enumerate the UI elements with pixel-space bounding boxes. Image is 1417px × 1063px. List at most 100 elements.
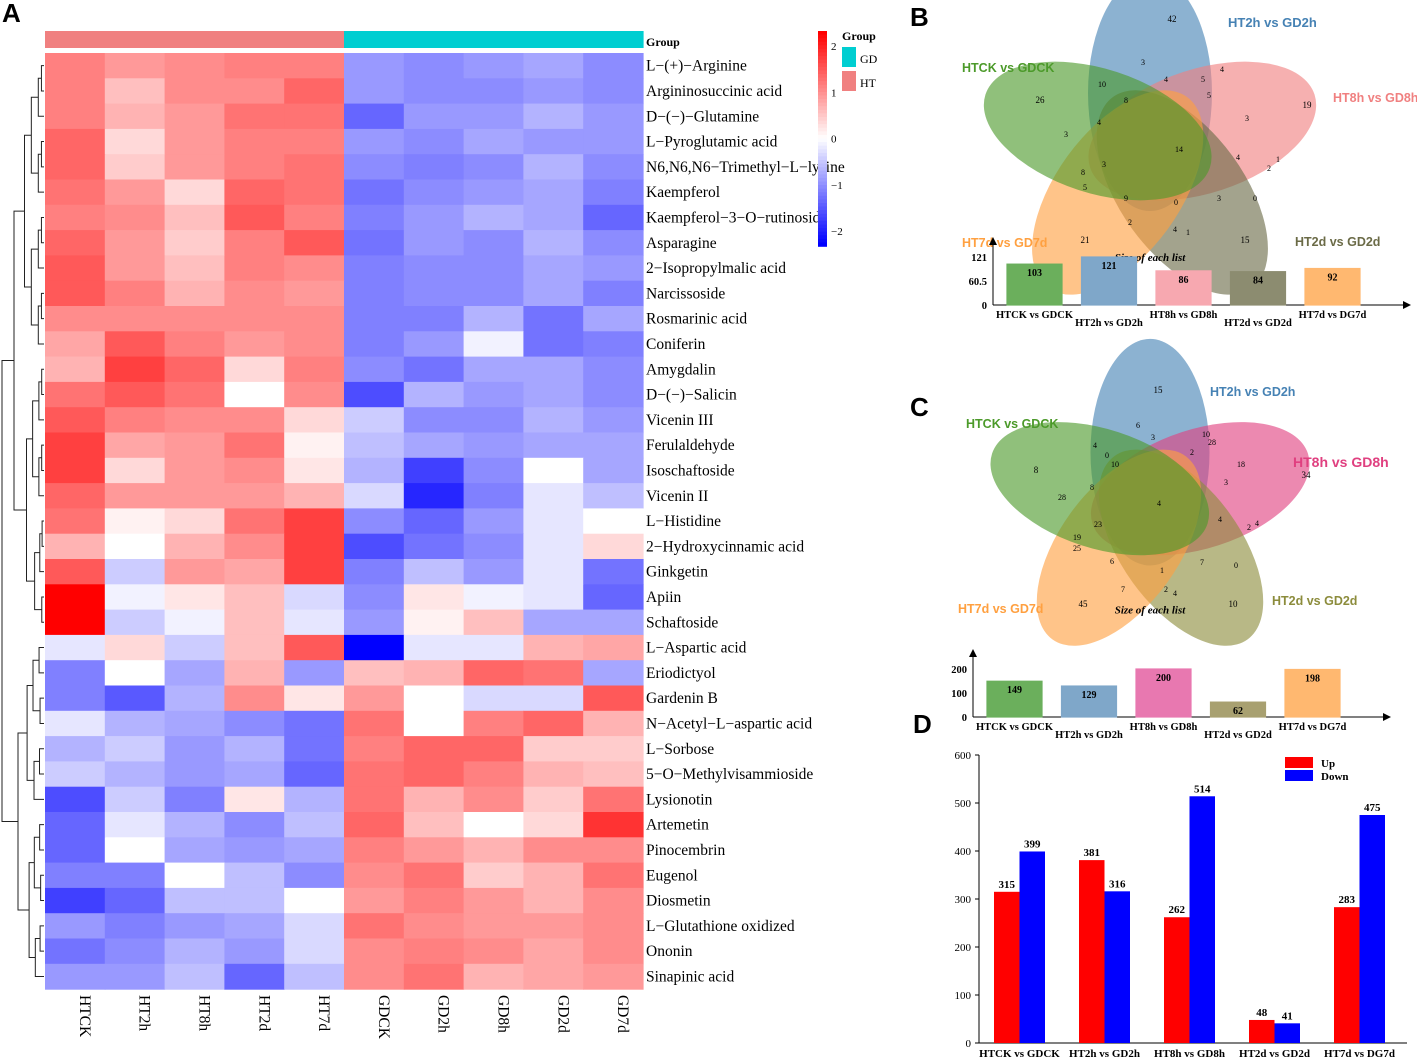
row-label: L−(+)−Arginine (646, 58, 747, 75)
row-label: Isoschaftoside (646, 462, 735, 479)
row-label: 5−O−Methylvisammioside (646, 766, 813, 783)
heatmap-cell (45, 862, 106, 889)
heatmap-cell (284, 508, 345, 535)
heatmap-cell (344, 331, 405, 358)
venn-intersection-count: 5 (1083, 183, 1087, 192)
heatmap-cell (224, 53, 285, 79)
color-scale-step (818, 210, 827, 215)
venn-intersection-count: 3 (1102, 160, 1106, 169)
row-label: Apiin (646, 589, 682, 606)
venn-unique-count: 8 (1034, 465, 1039, 475)
heatmap-cell (104, 230, 166, 256)
group-bar-segment-ht (284, 31, 345, 48)
venn-intersection-count: 4 (1093, 441, 1097, 450)
color-scale-step (818, 74, 827, 79)
heatmap-cell (45, 508, 106, 535)
heatmap-cell (523, 179, 584, 206)
column-label: HTCK (76, 995, 93, 1038)
venn-intersection-count: 4 (1164, 75, 1168, 84)
heatmap-cell (45, 533, 106, 560)
venn-bar (1080, 256, 1138, 306)
color-scale-step (818, 59, 827, 65)
heatmap-cell (284, 432, 345, 459)
heatmap-cell (344, 736, 405, 762)
heatmap-cell (284, 533, 345, 560)
heatmap-cell (523, 407, 584, 434)
dendrogram-branch (34, 552, 42, 611)
row-label: Eugenol (646, 867, 698, 884)
heatmap-cell (344, 963, 405, 990)
heatmap-cell (344, 407, 405, 434)
color-scale-step (818, 152, 827, 158)
heatmap-cell (104, 78, 166, 105)
heatmap-cell (403, 710, 465, 737)
venn-bar-value-label: 198 (1305, 673, 1320, 684)
venn-intersection-count: 18 (1237, 460, 1245, 469)
heatmap-cell (463, 128, 524, 155)
heatmap-cell (164, 533, 225, 560)
venn-bar-value-label: 121 (1102, 261, 1117, 272)
heatmap-cell (104, 483, 166, 509)
heatmap-cell (523, 331, 584, 358)
venn-intersection-count: 6 (1136, 421, 1140, 430)
heatmap-cell (583, 913, 644, 940)
bar-legend-swatch (1285, 757, 1313, 768)
color-scale-step (818, 31, 827, 36)
color-scale-step (818, 224, 827, 229)
bar-down (1019, 851, 1045, 1043)
color-scale-step (818, 192, 827, 197)
heatmap-cell (403, 53, 465, 79)
heatmap-cell (463, 331, 524, 358)
venn-set-label: HT2h vs GD2h (1228, 15, 1317, 30)
heatmap-cell (583, 812, 644, 838)
heatmap-cell (224, 356, 285, 383)
heatmap-cell (403, 786, 465, 813)
venn-intersection-count: 2 (1128, 218, 1132, 227)
heatmap-cell (164, 786, 225, 813)
color-scale-step (818, 84, 827, 90)
color-scale-tick: 1 (831, 87, 837, 99)
row-label: Ginkgetin (646, 564, 708, 581)
venn-bar (1060, 685, 1118, 718)
venn-intersection-count: 2 (1164, 585, 1168, 594)
heatmap-cell (523, 710, 584, 737)
row-label: Vicenin III (646, 412, 714, 429)
heatmap-cell (45, 204, 106, 231)
heatmap-cell (164, 710, 225, 737)
heatmap-cell (164, 306, 225, 332)
group-legend: Group GD HT (842, 29, 878, 91)
heatmap-cell (463, 407, 524, 434)
color-scale-step (818, 138, 827, 143)
heatmap-cell (284, 280, 345, 307)
row-label: Argininosuccinic acid (646, 83, 782, 100)
row-label: 2−Hydroxycinnamic acid (646, 538, 804, 555)
heatmap-cell (344, 356, 405, 383)
heatmap-cell (164, 78, 225, 105)
heatmap-cell (344, 483, 405, 509)
dendrogram-branch (39, 824, 44, 851)
heatmap-cell (45, 837, 106, 864)
heatmap-cell (45, 457, 106, 484)
heatmap-cell (344, 559, 405, 585)
heatmap-cell (344, 786, 405, 813)
heatmap-cell (224, 761, 285, 788)
group-legend-swatch (842, 47, 856, 67)
venn-intersection-count: 2 (1247, 523, 1251, 532)
column-label: GD7d (614, 995, 631, 1033)
group-legend-title: Group (842, 29, 876, 43)
heatmap-cell (224, 508, 285, 535)
heatmap-cell (463, 736, 524, 762)
venn-intersection-count: 4 (1236, 153, 1240, 162)
color-scale-step (818, 195, 827, 201)
bar-up (1079, 860, 1105, 1043)
venn-intersection-count: 1 (1276, 155, 1280, 164)
dendrogram-branch (40, 292, 44, 320)
heatmap-cell (523, 230, 584, 256)
heatmap-cell (463, 862, 524, 889)
group-bar-segment-ht (224, 31, 285, 48)
heatmap-cell (104, 103, 166, 130)
bar-legend-label: Down (1321, 771, 1349, 783)
heatmap-cell (224, 837, 285, 864)
heatmap-cell (463, 533, 524, 560)
heatmap-cell (45, 913, 106, 940)
